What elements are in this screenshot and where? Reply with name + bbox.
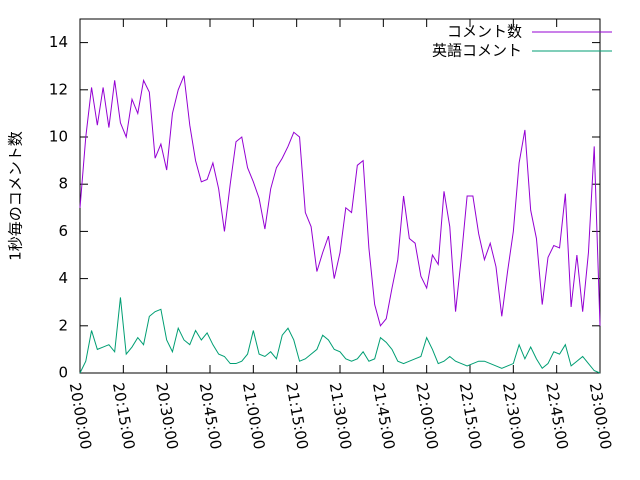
legend-label: 英語コメント	[432, 42, 522, 60]
y-tick-label: 10	[49, 128, 68, 146]
y-tick-label: 8	[58, 175, 68, 193]
y-axis-label: 1秒毎のコメント数	[7, 131, 25, 261]
y-tick-label: 14	[49, 33, 68, 51]
series-line	[79, 75, 601, 327]
series-line	[79, 297, 601, 374]
plot-frame	[79, 18, 601, 374]
y-tick-label: 2	[58, 316, 68, 334]
legend-label: コメント数	[447, 23, 522, 41]
y-tick-label: 6	[58, 222, 68, 240]
y-tick-label: 4	[58, 269, 68, 287]
y-tick-label: 12	[49, 80, 68, 98]
y-tick-label: 0	[58, 364, 68, 382]
